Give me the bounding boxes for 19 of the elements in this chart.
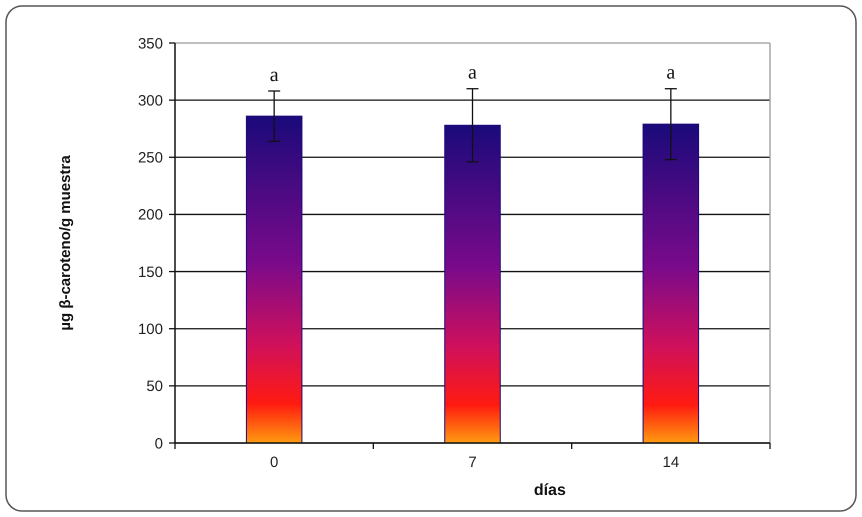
bar — [642, 124, 700, 444]
y-tick-label: 100 — [138, 320, 163, 338]
x-tick-label: 14 — [662, 454, 680, 471]
bar — [246, 116, 302, 444]
y-tick-label: 150 — [138, 264, 163, 281]
x-axis-title: días — [534, 482, 566, 499]
y-tick-label: 200 — [138, 206, 163, 224]
y-axis-title: µg β-caroteno/g muestra — [57, 154, 74, 331]
bar — [444, 124, 501, 444]
y-tick-label: 50 — [146, 378, 163, 396]
x-tick-label: 7 — [468, 454, 477, 471]
y-tick-label: 0 — [154, 435, 163, 452]
y-tick-label: 350 — [138, 35, 163, 52]
y-tick-label: 250 — [138, 150, 163, 167]
annotation: a — [468, 62, 478, 84]
x-tick-label: 0 — [270, 454, 278, 471]
annotation: a — [270, 64, 279, 86]
y-tick-label: 300 — [138, 92, 163, 110]
annotation: a — [666, 62, 676, 84]
